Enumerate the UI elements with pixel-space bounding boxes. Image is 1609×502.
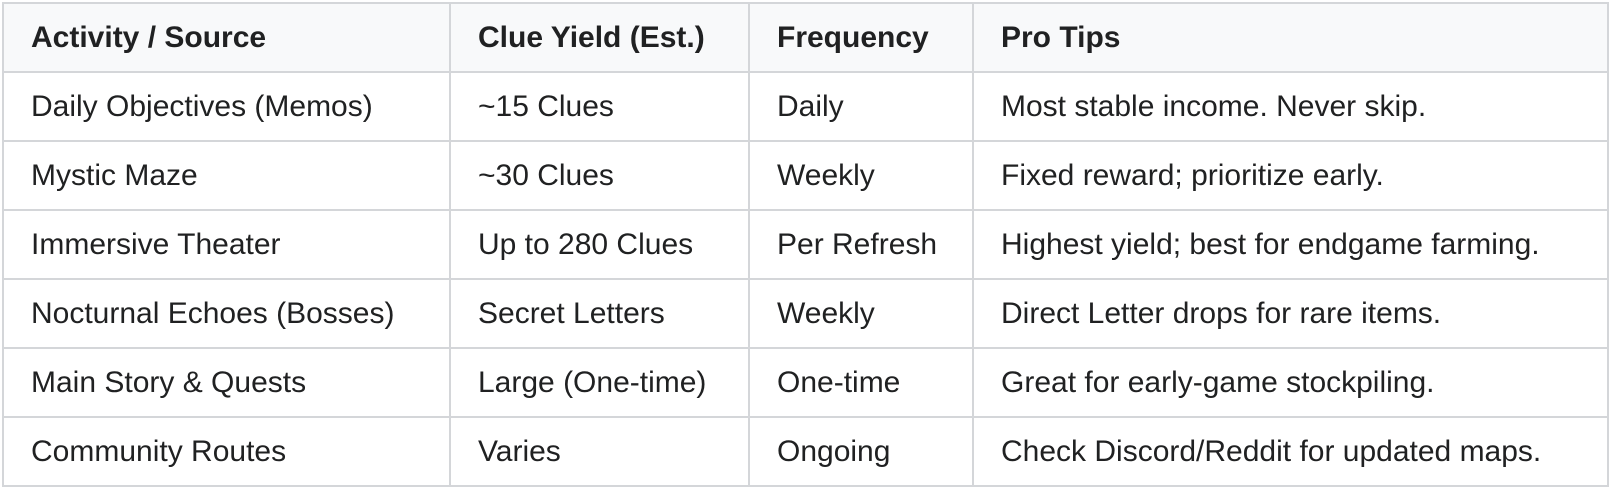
cell-pro-tips: Highest yield; best for endgame farming. [972,209,1609,280]
table-row: Mystic Maze ~30 Clues Weekly Fixed reward; … [2,140,1609,211]
table-row: Immersive Theater Up to 280 Clues Per Refr… [2,209,1609,280]
cell-frequency: Daily [748,71,974,142]
cell-activity: Nocturnal Echoes (Bosses) [2,278,451,349]
cell-clue-yield: Up to 280 Clues [449,209,750,280]
cell-activity: Immersive Theater [2,209,451,280]
cell-pro-tips: Fixed reward; prioritize early. [972,140,1609,211]
cell-activity: Mystic Maze [2,140,451,211]
cell-clue-yield: ~15 Clues [449,71,750,142]
cell-clue-yield: Large (One-time) [449,347,750,418]
table-row: Main Story & Quests Large (One-time) One-t… [2,347,1609,418]
cell-frequency: Per Refresh [748,209,974,280]
table-row: Daily Objectives (Memos) ~15 Clues Daily Mo… [2,71,1609,142]
table-row: Community Routes Varies Ongoing Check Disco… [2,416,1609,487]
clue-sources-table: Activity / Source Clue Yield (Est.) Freq… [2,2,1609,487]
table-row: Nocturnal Echoes (Bosses) Secret Letters W… [2,278,1609,349]
header-pro-tips: Pro Tips [972,2,1609,73]
cell-clue-yield: Varies [449,416,750,487]
cell-pro-tips: Great for early-game stockpiling. [972,347,1609,418]
cell-activity: Main Story & Quests [2,347,451,418]
cell-activity: Daily Objectives (Memos) [2,71,451,142]
cell-pro-tips: Most stable income. Never skip. [972,71,1609,142]
header-clue-yield: Clue Yield (Est.) [449,2,750,73]
header-row: Activity / Source Clue Yield (Est.) Freq… [2,2,1609,73]
header-frequency: Frequency [748,2,974,73]
cell-clue-yield: Secret Letters [449,278,750,349]
cell-frequency: One-time [748,347,974,418]
cell-frequency: Weekly [748,278,974,349]
header-activity: Activity / Source [2,2,451,73]
cell-frequency: Ongoing [748,416,974,487]
cell-activity: Community Routes [2,416,451,487]
cell-pro-tips: Direct Letter drops for rare items. [972,278,1609,349]
cell-clue-yield: ~30 Clues [449,140,750,211]
cell-pro-tips: Check Discord/Reddit for updated maps. [972,416,1609,487]
cell-frequency: Weekly [748,140,974,211]
